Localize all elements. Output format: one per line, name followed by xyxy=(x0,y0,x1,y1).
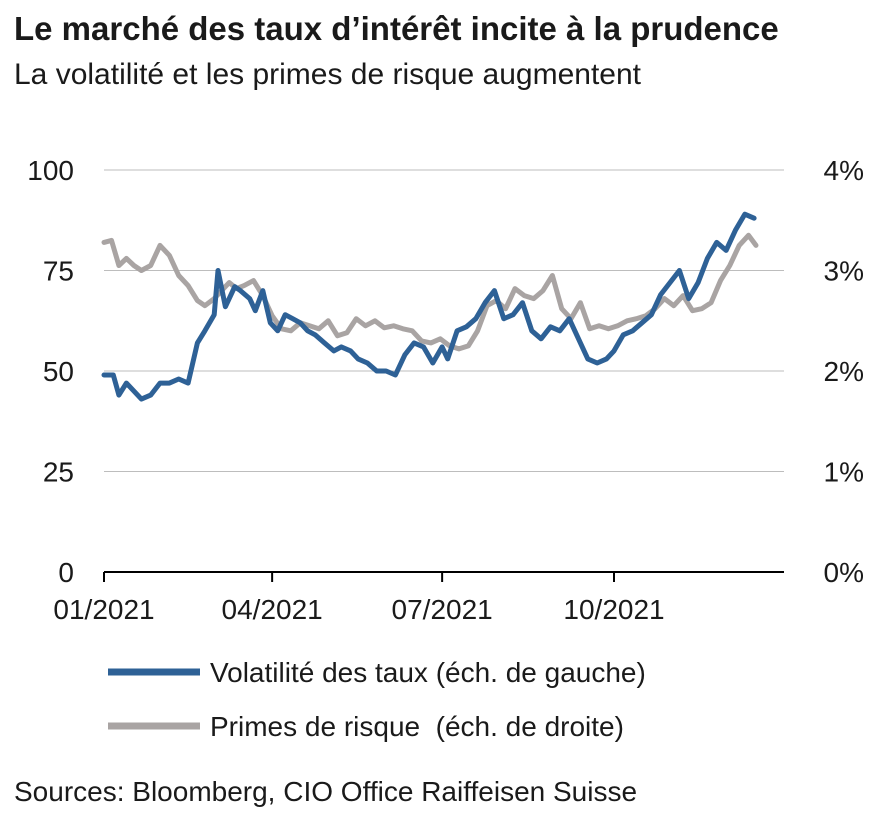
series-lines xyxy=(101,211,759,402)
x-tick-label: 07/2021 xyxy=(392,594,493,625)
series-line-volatility xyxy=(101,211,757,402)
grid-lines xyxy=(104,169,784,472)
series-line-risk-premium xyxy=(101,232,759,352)
x-tick-label: 04/2021 xyxy=(222,594,323,625)
x-tick-label: 01/2021 xyxy=(53,594,154,625)
x-tick-label: 10/2021 xyxy=(563,594,664,625)
y-right-tick-label: 0% xyxy=(824,557,864,588)
y-left-tick-label: 75 xyxy=(43,256,74,287)
y-right-tick-label: 4% xyxy=(824,155,864,186)
y-left-tick-label: 25 xyxy=(43,457,74,488)
chart-title: Le marché des taux d’intérêt incite à la… xyxy=(14,10,779,47)
legend-label: Volatilité des taux (éch. de gauche) xyxy=(210,657,646,688)
y-left-tick-label: 100 xyxy=(27,155,74,186)
y-right-tick-label: 3% xyxy=(824,256,864,287)
y-axis-left: 0 25 50 75 100 xyxy=(27,155,74,588)
source-note: Sources: Bloomberg, CIO Office Raiffeise… xyxy=(14,776,638,807)
y-left-tick-label: 0 xyxy=(58,557,74,588)
legend: Volatilité des taux (éch. de gauche) Prim… xyxy=(108,657,646,742)
x-axis: 01/2021 04/2021 07/2021 10/2021 xyxy=(53,571,784,625)
y-right-tick-label: 1% xyxy=(824,457,864,488)
legend-label: Primes de risque (éch. de droite) xyxy=(210,711,624,742)
chart-subtitle: La volatilité et les primes de risque au… xyxy=(14,58,642,91)
y-left-tick-label: 50 xyxy=(43,356,74,387)
y-right-tick-label: 2% xyxy=(824,356,864,387)
y-axis-right: 0% 1% 2% 3% 4% xyxy=(824,155,864,588)
